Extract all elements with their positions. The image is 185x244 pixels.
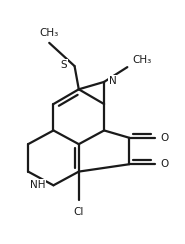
Text: O: O	[160, 133, 168, 143]
Text: NH: NH	[30, 180, 45, 190]
Text: CH₃: CH₃	[133, 55, 152, 65]
Text: CH₃: CH₃	[40, 28, 59, 38]
Text: O: O	[160, 159, 168, 169]
Text: Cl: Cl	[74, 207, 84, 217]
Text: S: S	[60, 60, 67, 70]
Text: N: N	[109, 76, 117, 86]
